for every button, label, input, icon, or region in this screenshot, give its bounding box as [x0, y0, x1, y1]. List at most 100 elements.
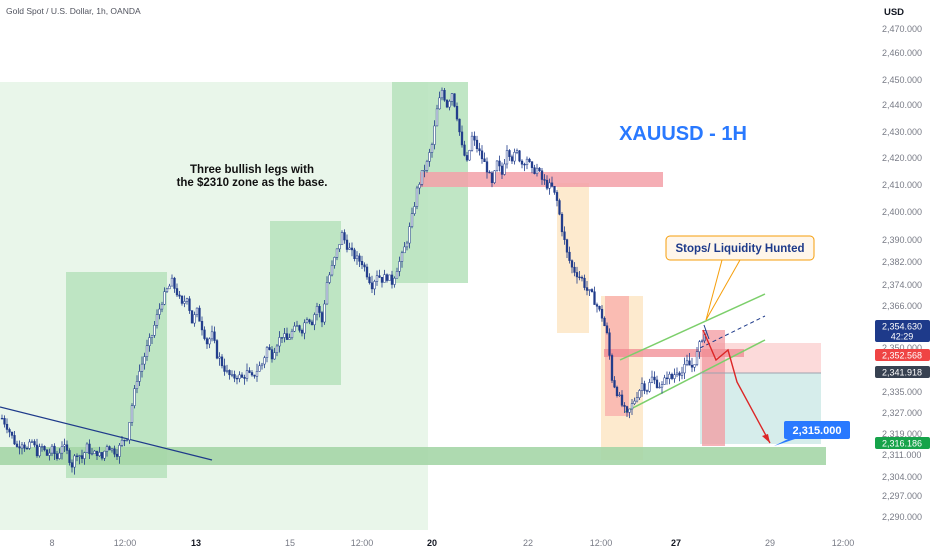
- target-badge-pointer: [774, 438, 798, 446]
- candle-body: [363, 264, 366, 268]
- candle-body: [283, 333, 286, 338]
- x-tick-label: 12:00: [590, 538, 613, 548]
- candle-body: [163, 291, 166, 305]
- y-tick-label: 2,382.000: [882, 257, 922, 267]
- zone-leg-2: [270, 221, 341, 385]
- candle-body: [623, 405, 626, 407]
- x-tick-label: 12:00: [351, 538, 374, 548]
- candle-body: [610, 355, 614, 381]
- candle-body: [430, 144, 434, 153]
- candle-body: [648, 382, 651, 392]
- candle-body: [650, 376, 654, 383]
- candle-body: [20, 444, 24, 449]
- candle-body: [630, 403, 634, 410]
- candle-body: [540, 170, 544, 180]
- x-tick-label: 22: [523, 538, 533, 548]
- candle-body: [685, 360, 689, 365]
- candles: [0, 87, 707, 475]
- candle-body: [638, 390, 641, 399]
- candle-body: [640, 383, 644, 391]
- trendlines: [0, 293, 821, 461]
- candle-body: [468, 150, 471, 161]
- candle-body: [413, 206, 416, 214]
- y-tick-label: 2,366.000: [882, 301, 922, 311]
- y-axis[interactable]: USD 2,470.000 2,460.000 2,450.000 2,440.000…: [870, 0, 932, 550]
- candle-body: [123, 439, 126, 442]
- candle-body: [660, 384, 664, 388]
- symbol-info: Gold Spot / U.S. Dollar, 1h, OANDA: [6, 6, 141, 16]
- candle-body: [133, 388, 136, 406]
- candle-body: [343, 232, 346, 241]
- candle-body: [470, 135, 474, 151]
- y-tick-label: 2,304.000: [882, 472, 922, 482]
- candle-body: [130, 405, 134, 423]
- candle-body: [418, 184, 421, 189]
- y-tick-label: 2,311.000: [882, 450, 921, 460]
- projection-arrows: [702, 324, 771, 444]
- candle-body: [478, 148, 481, 152]
- candle-body: [448, 100, 451, 108]
- y-tick-label: 2,350.000: [882, 343, 922, 353]
- candle-body: [190, 310, 194, 324]
- target-level-label-bg: [875, 437, 930, 449]
- candle-body: [200, 321, 204, 331]
- candle-body: [433, 125, 436, 145]
- candle-body: [150, 335, 154, 338]
- candle-body: [60, 446, 64, 454]
- channel-upper: [619, 293, 766, 361]
- candle-body: [83, 452, 86, 459]
- callout-pointer-2: [705, 259, 723, 321]
- candle-body: [643, 383, 646, 391]
- y-tick-label: 2,319.000: [882, 429, 922, 439]
- candle-body: [178, 294, 181, 297]
- candle-body: [240, 374, 244, 378]
- candle-body: [235, 377, 239, 380]
- candle-body: [100, 452, 104, 459]
- candle-body: [683, 364, 686, 374]
- stop-level-label-bg: [875, 349, 930, 361]
- candle-body: [628, 408, 631, 413]
- candle-body: [278, 337, 281, 347]
- candle-body: [313, 314, 316, 326]
- candle-body: [238, 374, 241, 379]
- channel-mid: [699, 315, 766, 349]
- candle-body: [110, 448, 114, 451]
- stop-level-label: 2,352.568: [882, 351, 922, 361]
- candle-body: [340, 232, 344, 245]
- x-axis[interactable]: 8 12:00 13 15 12:00 20 22 12:00 27 29 12:00: [49, 538, 854, 548]
- zone-orange-1: [557, 183, 589, 333]
- candle-body: [368, 276, 371, 284]
- candle-body: [440, 89, 444, 99]
- candle-body: [400, 252, 404, 262]
- chart-title: XAUUSD - 1H: [619, 123, 747, 145]
- candle-body: [553, 186, 556, 193]
- candle-body: [210, 331, 214, 340]
- candle-body: [273, 352, 276, 360]
- candle-body: [645, 390, 649, 392]
- candle-body: [193, 314, 196, 324]
- candle-body: [50, 445, 54, 454]
- candle-body: [33, 441, 36, 446]
- candle-body: [355, 255, 359, 259]
- candle-body: [165, 288, 169, 292]
- candle-body: [370, 282, 374, 290]
- bullish-legs-line-2: the $2310 zone as the base.: [177, 177, 328, 189]
- candle-body: [70, 462, 74, 468]
- candle-body: [578, 276, 581, 279]
- candle-body: [118, 444, 121, 457]
- candle-body: [73, 455, 76, 468]
- candle-body: [475, 139, 479, 149]
- candle-body: [40, 446, 44, 448]
- candle-body: [625, 406, 629, 413]
- candle-body: [558, 200, 561, 215]
- candle-body: [655, 379, 659, 388]
- candle-body: [595, 304, 599, 307]
- zone-red-band: [604, 349, 744, 357]
- candle-body: [135, 381, 139, 389]
- candle-body: [290, 330, 294, 338]
- bullish-legs-line-1: Three bullish legs with: [190, 164, 314, 176]
- candle-body: [633, 400, 636, 404]
- candle-body: [85, 443, 89, 453]
- candle-body: [690, 364, 694, 368]
